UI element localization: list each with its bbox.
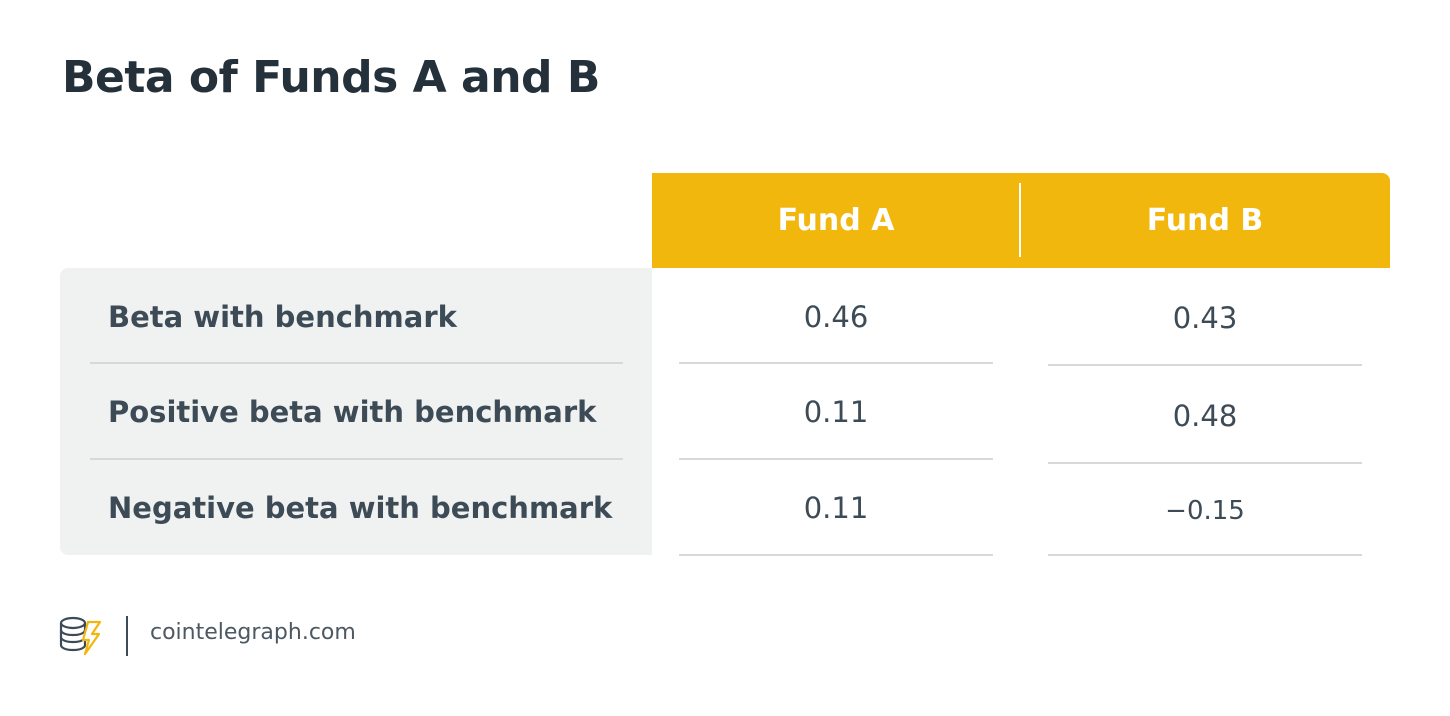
cell: 0.11 [803,395,869,429]
row-label: Beta with benchmark [108,300,457,334]
row-divider [679,554,993,556]
row-divider [90,362,623,364]
row-divider [1048,462,1362,464]
row-label: Negative beta with benchmark [108,491,613,525]
row-label: Positive beta with benchmark [108,395,597,429]
row-divider [90,458,623,460]
logo [59,616,102,656]
cell: 0.11 [803,491,869,525]
cell: 0.48 [1172,399,1238,433]
footer-divider [126,616,128,656]
header-divider [1019,183,1021,257]
row-label-panel [60,268,652,555]
column-header: Fund B [1146,203,1264,238]
cell: 0.43 [1172,301,1238,335]
source: cointelegraph.com [150,620,356,645]
table-header [652,173,1390,268]
cell: 0.46 [803,300,869,334]
row-divider [1048,364,1362,366]
row-divider [1048,554,1362,556]
title: Beta of Funds A and B [62,52,600,103]
row-divider [679,362,993,364]
column-header: Fund A [777,203,895,238]
row-divider [679,458,993,460]
cell: −0.15 [1165,496,1245,526]
